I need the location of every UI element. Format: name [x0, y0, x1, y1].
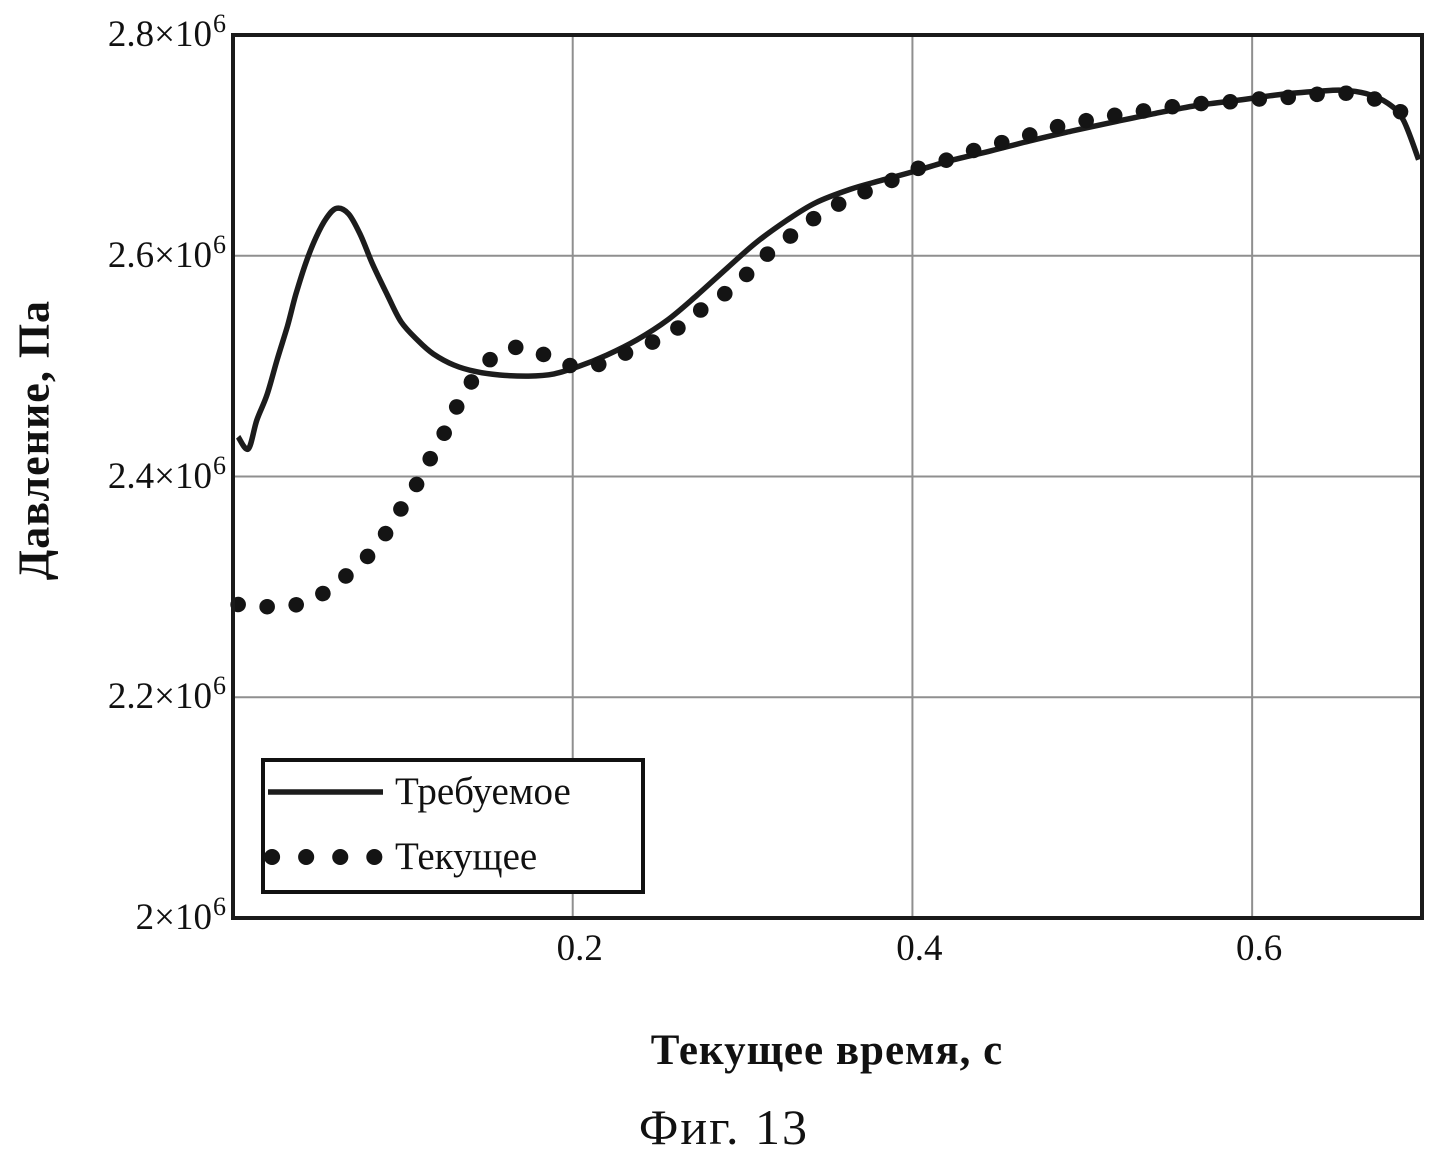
y-tick-label: 2.4×106	[44, 451, 226, 504]
x-axis-title: Текущее время, с	[650, 1027, 1004, 1074]
y-tick-mantissa: 2.2×10	[107, 676, 212, 718]
y-tick-exponent: 6	[213, 450, 226, 480]
y-tick-mantissa: 2.8×10	[107, 14, 212, 55]
y-tick-mantissa: 2.4×10	[107, 455, 212, 497]
series-dots-current	[230, 84, 1420, 615]
y-tick-label: 2.6×106	[44, 230, 226, 283]
x-tick-label: 0.4	[896, 928, 943, 969]
legend-box	[261, 758, 645, 894]
y-tick-exponent: 6	[213, 229, 226, 259]
y-tick-label: 2.8×106	[44, 9, 226, 62]
plot-border	[231, 33, 1424, 920]
series-line-required	[235, 87, 1422, 453]
y-tick-exponent: 6	[213, 671, 226, 701]
y-tick-label: 2×106	[44, 892, 226, 945]
y-tick-mantissa: 2×10	[135, 897, 212, 938]
y-axis-title: Давление, Па	[9, 299, 59, 581]
y-tick-exponent: 6	[213, 892, 226, 921]
figure-caption: Фиг. 13	[638, 1099, 810, 1155]
legend-label-required: Требуемое	[395, 770, 571, 813]
y-tick-mantissa: 2.6×10	[107, 234, 212, 276]
x-tick-label: 0.6	[1236, 928, 1283, 969]
legend-label-current: Текущее	[395, 835, 538, 878]
x-tick-label: 0.2	[556, 928, 603, 969]
y-tick-label: 2.2×106	[44, 671, 226, 724]
y-tick-exponent: 6	[213, 9, 226, 38]
